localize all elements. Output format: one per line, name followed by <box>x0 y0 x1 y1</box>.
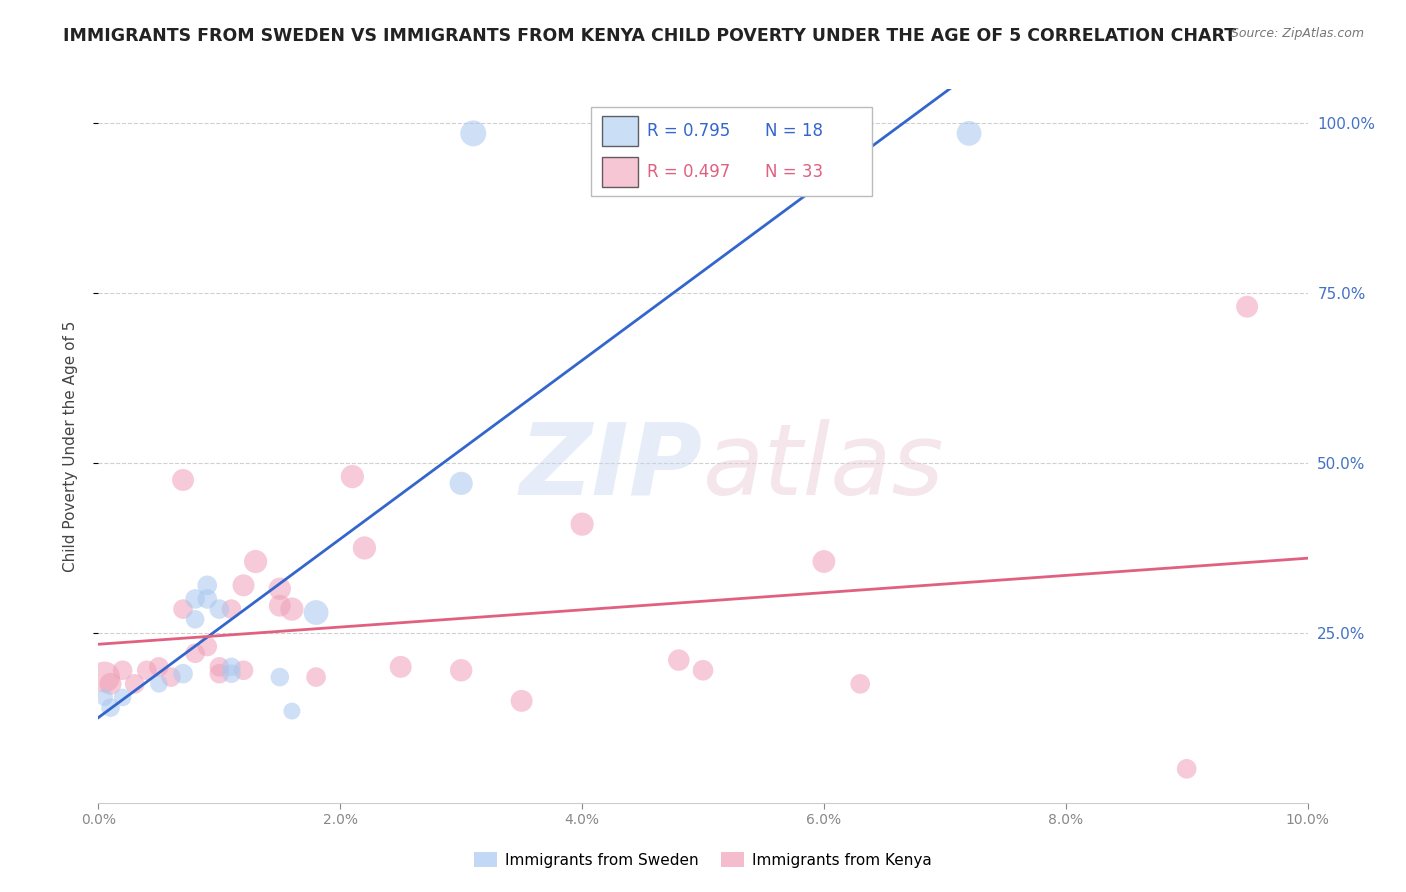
Point <box>692 663 714 677</box>
Point <box>124 677 146 691</box>
Point <box>195 578 218 592</box>
Text: atlas: atlas <box>703 419 945 516</box>
FancyBboxPatch shape <box>591 107 872 196</box>
Point <box>269 599 291 613</box>
Point <box>281 602 304 616</box>
Point <box>281 704 304 718</box>
Point <box>93 690 115 705</box>
Point <box>111 663 134 677</box>
Point <box>184 591 207 606</box>
Point <box>232 663 254 677</box>
Point <box>305 670 328 684</box>
Text: R = 0.795: R = 0.795 <box>647 122 730 140</box>
Text: R = 0.497: R = 0.497 <box>647 163 730 181</box>
Point <box>184 612 207 626</box>
Text: ZIP: ZIP <box>520 419 703 516</box>
FancyBboxPatch shape <box>602 157 638 187</box>
Point <box>184 646 207 660</box>
Point <box>208 602 231 616</box>
Point <box>269 582 291 596</box>
Point <box>135 663 157 677</box>
Point <box>93 670 115 684</box>
Point <box>957 127 980 141</box>
Legend: Immigrants from Sweden, Immigrants from Kenya: Immigrants from Sweden, Immigrants from … <box>468 846 938 873</box>
Point <box>208 666 231 681</box>
Point <box>172 666 194 681</box>
Point <box>221 602 243 616</box>
Text: N = 33: N = 33 <box>765 163 823 181</box>
Point <box>450 476 472 491</box>
Point <box>813 555 835 569</box>
Point <box>353 541 375 555</box>
Point <box>463 127 485 141</box>
Point <box>668 653 690 667</box>
Point <box>160 670 183 684</box>
Point <box>571 517 593 532</box>
Point <box>148 677 170 691</box>
Point <box>305 606 328 620</box>
Point <box>100 700 122 714</box>
Point <box>269 670 291 684</box>
Text: Source: ZipAtlas.com: Source: ZipAtlas.com <box>1230 27 1364 40</box>
Point <box>1175 762 1198 776</box>
Point <box>195 640 218 654</box>
Point <box>389 660 412 674</box>
Point <box>232 578 254 592</box>
Point <box>111 690 134 705</box>
Point <box>342 469 364 483</box>
Point <box>100 677 122 691</box>
Point <box>849 677 872 691</box>
Text: IMMIGRANTS FROM SWEDEN VS IMMIGRANTS FROM KENYA CHILD POVERTY UNDER THE AGE OF 5: IMMIGRANTS FROM SWEDEN VS IMMIGRANTS FRO… <box>63 27 1236 45</box>
Y-axis label: Child Poverty Under the Age of 5: Child Poverty Under the Age of 5 <box>63 320 77 572</box>
Point <box>221 666 243 681</box>
Text: N = 18: N = 18 <box>765 122 823 140</box>
Point <box>221 660 243 674</box>
Point <box>148 660 170 674</box>
Point <box>510 694 533 708</box>
Point <box>1236 300 1258 314</box>
Point <box>195 591 218 606</box>
Point <box>172 602 194 616</box>
Point <box>208 660 231 674</box>
FancyBboxPatch shape <box>602 116 638 146</box>
Point <box>245 555 267 569</box>
Point <box>450 663 472 677</box>
Point <box>172 473 194 487</box>
